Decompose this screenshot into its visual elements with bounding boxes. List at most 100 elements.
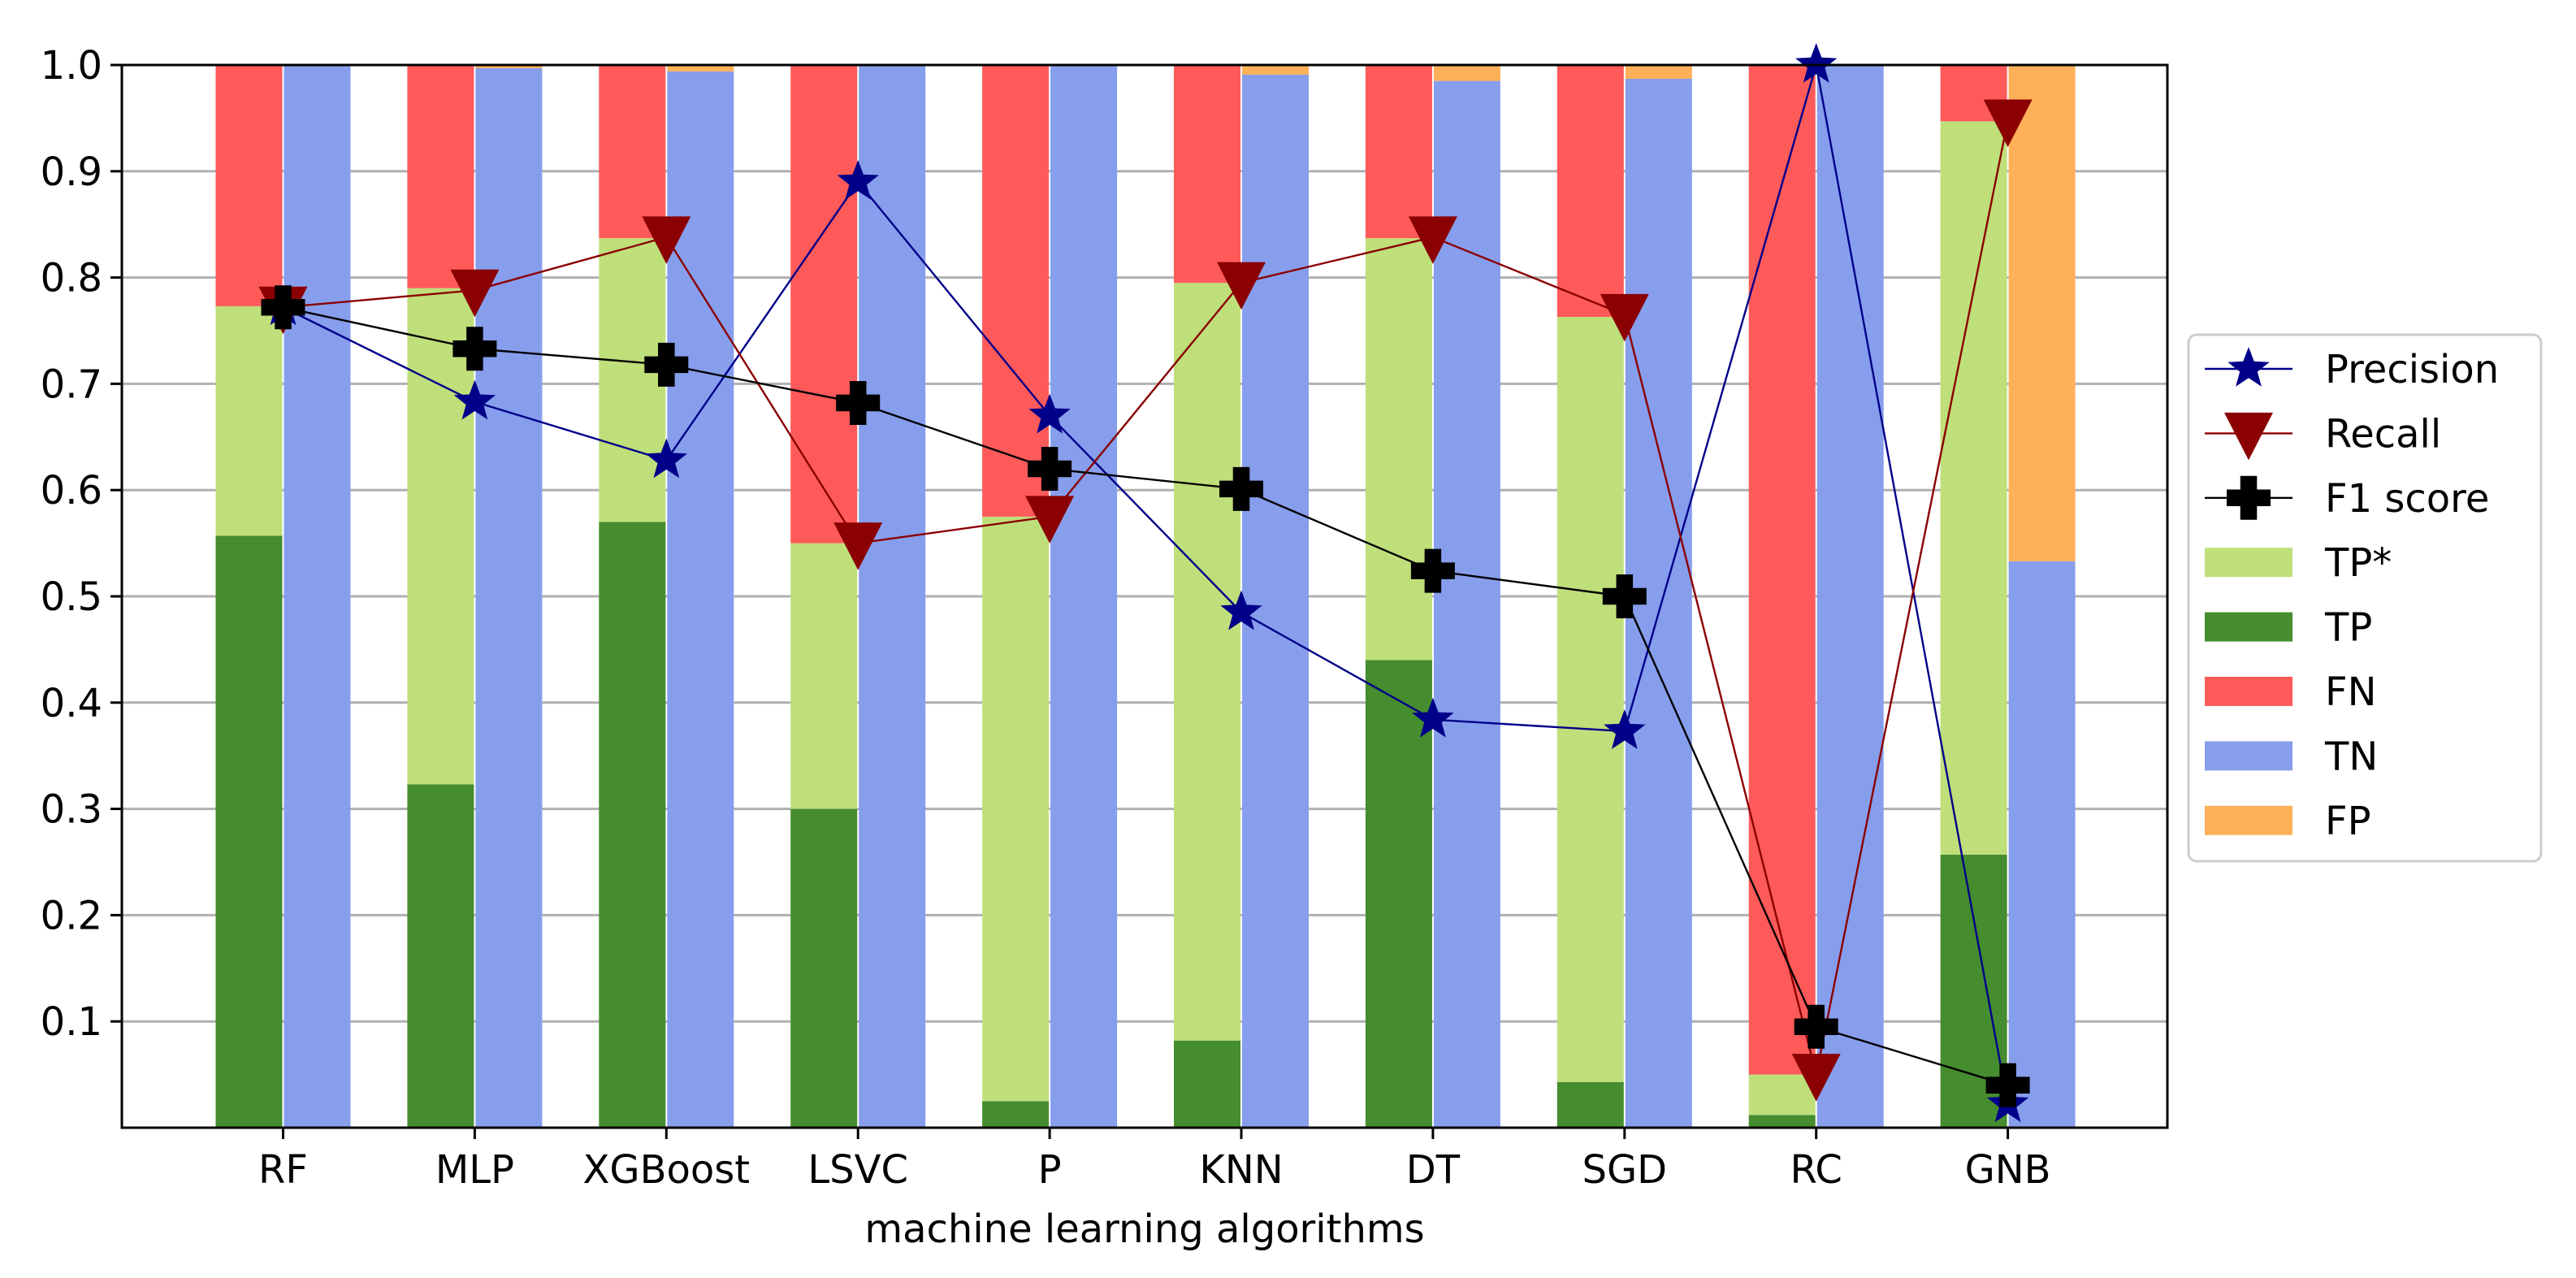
bar-tp-dt: [1365, 660, 1432, 1128]
bar-fp-sgd: [1625, 65, 1692, 80]
marker-f1-score-xgboost: [644, 342, 689, 387]
legend: Precision Recall F1 score TP* TP FN TN FP: [2187, 333, 2543, 863]
marker-f1-score-rf: [261, 285, 305, 330]
bar-tn-knn: [1242, 74, 1309, 1129]
bar-tn-p: [1050, 66, 1118, 1129]
legend-label-recall: Recall: [2325, 411, 2441, 457]
bar-fn-xgboost: [599, 65, 666, 239]
y-tick-label: 0.3: [41, 787, 102, 833]
bar-tpstar-gnb: [1940, 121, 2007, 855]
y-tick-label: 0.2: [41, 893, 102, 938]
x-tick-label-lsvc: LSVC: [807, 1147, 908, 1193]
bar-fp-mlp: [475, 65, 543, 68]
x-tick-label-dt: DT: [1406, 1147, 1461, 1193]
bar-tn-rf: [284, 65, 351, 1128]
metric-lines: [258, 43, 2033, 1123]
x-tick-label-xgboost: XGBoost: [583, 1147, 751, 1193]
line-f1-score: [283, 306, 2008, 1086]
marker-recall-knn: [1217, 262, 1266, 310]
bar-tpstar-xgboost: [599, 238, 666, 522]
bars: [215, 65, 2076, 1129]
bar-tpstar-sgd: [1556, 316, 1624, 1082]
legend-box: [2187, 333, 2543, 863]
bar-tp-sgd: [1556, 1081, 1624, 1128]
marker-precision-mlp: [453, 379, 496, 420]
marker-f1-score-gnb: [1985, 1063, 2030, 1107]
legend-label-tn: TN: [2324, 734, 2378, 779]
legend-label-f1-score: F1 score: [2325, 476, 2489, 522]
legend-swatch-tp: [2205, 612, 2292, 642]
bar-tn-lsvc: [859, 65, 926, 1128]
legend-label-fp: FP: [2325, 799, 2371, 844]
bar-tpstar-dt: [1365, 238, 1432, 661]
bar-tn-gnb: [2008, 561, 2076, 1128]
marker-precision-knn: [1220, 590, 1262, 630]
bar-tn-mlp: [475, 67, 543, 1129]
bar-tpstar-p: [982, 516, 1050, 1102]
bar-tp-knn: [1174, 1040, 1240, 1128]
y-tick-label: 1.0: [41, 43, 102, 89]
marker-recall-rc: [1791, 1054, 1841, 1102]
bar-tn-rc: [1816, 65, 1884, 1128]
bar-fp-dt: [1433, 65, 1500, 81]
legend-marker-precision: [2227, 347, 2270, 387]
legend-label-tp: TP: [2324, 605, 2372, 651]
marker-f1-score-p: [1028, 447, 1072, 492]
marker-f1-score-knn: [1219, 466, 1263, 511]
bar-tpstar-rf: [215, 305, 283, 536]
marker-recall-mlp: [450, 269, 500, 318]
marker-f1-score-mlp: [452, 327, 497, 371]
marker-recall-sgd: [1600, 293, 1649, 342]
marker-precision-rc: [1795, 43, 1838, 83]
marker-f1-score-dt: [1410, 548, 1455, 593]
y-tick-label: 0.7: [41, 362, 102, 407]
marker-recall-p: [1025, 496, 1075, 544]
x-tick-label-knn: KNN: [1199, 1147, 1283, 1193]
y-tick-label: 0.1: [41, 999, 102, 1045]
bar-tp-lsvc: [790, 808, 858, 1128]
bar-fn-rf: [215, 65, 283, 306]
legend-marker-f1-score: [2227, 475, 2271, 520]
marker-recall-lsvc: [833, 522, 883, 570]
bar-tpstar-knn: [1174, 283, 1240, 1041]
bar-fn-lsvc: [790, 65, 858, 544]
x-tick-label-rc: RC: [1790, 1147, 1842, 1193]
bar-fn-sgd: [1556, 65, 1624, 317]
marker-f1-score-sgd: [1602, 574, 1647, 618]
marker-recall-gnb: [1983, 99, 2033, 148]
x-tick-label-mlp: MLP: [435, 1147, 514, 1193]
bar-tpstar-lsvc: [790, 543, 858, 809]
x-axis-title: machine learning algorithms: [864, 1207, 1424, 1252]
y-tick-label: 0.4: [41, 681, 102, 726]
y-tick-label: 0.5: [41, 574, 102, 620]
marker-recall-dt: [1408, 216, 1457, 264]
marker-precision-lsvc: [837, 159, 879, 200]
legend-marker-recall: [2224, 412, 2273, 461]
bar-fn-mlp: [407, 65, 474, 288]
x-tick-label-gnb: GNB: [1965, 1147, 2051, 1193]
marker-precision-xgboost: [645, 438, 687, 479]
bar-fp-gnb: [2008, 65, 2076, 561]
bar-tpstar-mlp: [407, 288, 474, 785]
bar-fp-xgboost: [667, 65, 734, 71]
marker-precision-dt: [1412, 697, 1454, 738]
legend-swatch-tn: [2205, 741, 2292, 771]
marker-precision-p: [1028, 393, 1071, 434]
x-tick-label-sgd: SGD: [1582, 1147, 1667, 1193]
legend-label-fn: FN: [2325, 669, 2377, 715]
plot-area: [120, 43, 2169, 1129]
legend-label-precision: Precision: [2325, 347, 2499, 392]
bar-tp-mlp: [407, 784, 474, 1128]
line-precision: [282, 64, 2009, 1105]
bar-fn-rc: [1748, 65, 1816, 1075]
x-axis: RF MLP XGBoost LSVC P KNN DT SGD RC GNB: [258, 1128, 2051, 1193]
marker-recall-xgboost: [642, 216, 691, 264]
bar-tn-xgboost: [667, 71, 734, 1128]
bar-fn-p: [982, 65, 1050, 517]
bar-tp-rc: [1748, 1115, 1816, 1128]
bar-tpstar-rc: [1748, 1074, 1816, 1116]
bar-fn-knn: [1174, 65, 1240, 284]
bar-tn-dt: [1433, 80, 1500, 1129]
marker-f1-score-rc: [1794, 1004, 1838, 1049]
